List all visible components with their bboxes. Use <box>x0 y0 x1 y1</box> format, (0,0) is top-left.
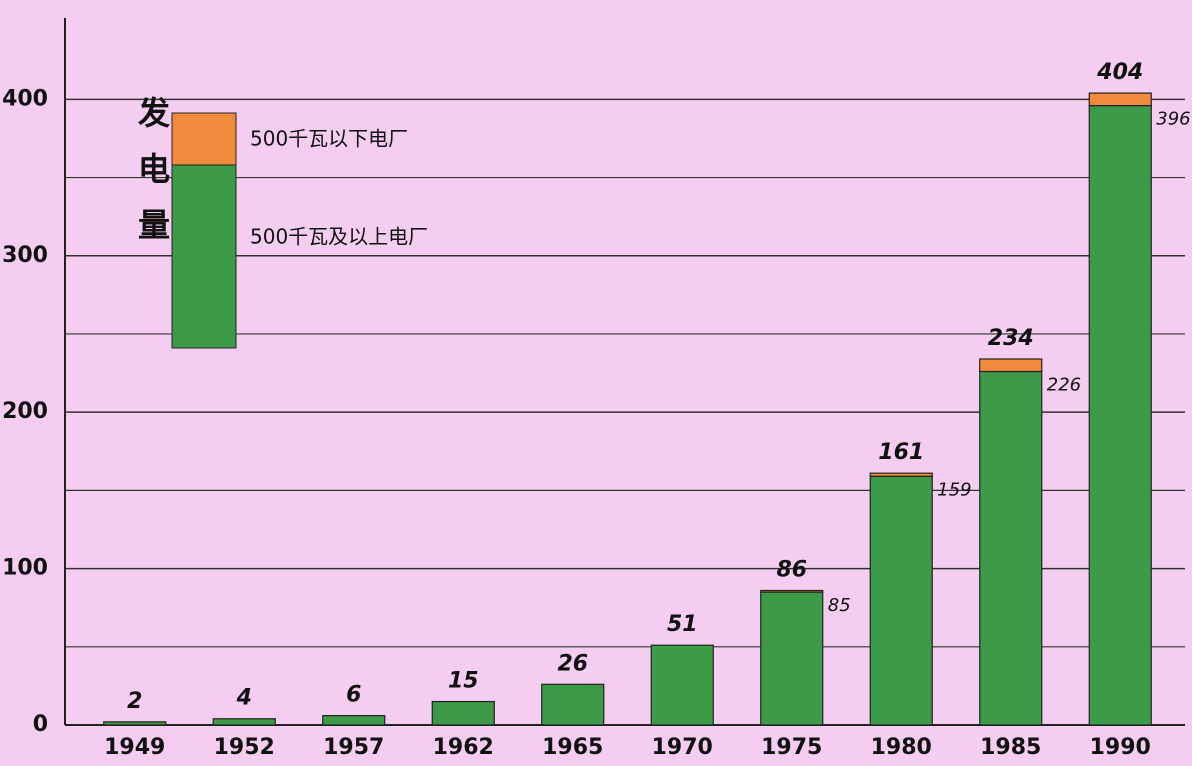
bar-segment <box>322 715 386 726</box>
total-label: 2 <box>127 689 142 714</box>
x-tick-label: 1970 <box>652 735 713 760</box>
x-tick-label: 1949 <box>104 735 165 760</box>
bar-segment <box>979 370 1043 726</box>
total-label: 26 <box>557 651 588 676</box>
total-label: 6 <box>346 683 361 708</box>
bar-segment <box>541 683 605 726</box>
bar-segment <box>760 589 824 593</box>
legend-swatch <box>171 112 237 166</box>
x-tick-label: 1965 <box>542 735 603 760</box>
legend-label: 500千瓦及以上电厂 <box>250 225 428 249</box>
segment-label: 85 <box>828 595 851 616</box>
y-tick-label: 0 <box>33 712 48 737</box>
bar-segment <box>650 644 714 726</box>
total-label: 86 <box>776 557 807 582</box>
y-tick-label: 100 <box>2 556 48 581</box>
total-label: 404 <box>1096 60 1143 85</box>
total-label: 4 <box>236 686 252 711</box>
x-tick-label: 1952 <box>214 735 275 760</box>
segment-label: 159 <box>937 479 971 500</box>
bar-segment <box>869 475 933 726</box>
bar-segment <box>431 700 495 726</box>
legend-swatch <box>171 164 237 349</box>
bar-segment <box>979 358 1043 373</box>
x-tick-label: 1985 <box>980 735 1041 760</box>
segment-label: 226 <box>1047 375 1081 396</box>
bar-segment <box>212 718 276 726</box>
bar-segment <box>103 721 167 726</box>
total-label: 15 <box>448 669 479 694</box>
x-tick-label: 1962 <box>433 735 494 760</box>
x-tick-label: 1980 <box>871 735 932 760</box>
bar-segment <box>760 591 824 726</box>
total-label: 51 <box>667 612 698 637</box>
bar-segment <box>869 472 933 477</box>
x-tick-label: 1990 <box>1090 735 1151 760</box>
legend-label: 500千瓦以下电厂 <box>250 127 408 151</box>
segment-label: 396 <box>1156 109 1190 130</box>
legend-title: 发电量 <box>133 96 171 264</box>
y-tick-label: 200 <box>2 399 48 424</box>
x-tick-label: 1957 <box>323 735 384 760</box>
bar-segment <box>1088 92 1152 107</box>
bar-segment <box>1088 104 1152 726</box>
total-label: 161 <box>878 440 924 465</box>
total-label: 234 <box>988 326 1034 351</box>
y-tick-label: 300 <box>2 243 48 268</box>
x-tick-label: 1975 <box>761 735 822 760</box>
y-tick-label: 400 <box>2 86 48 111</box>
